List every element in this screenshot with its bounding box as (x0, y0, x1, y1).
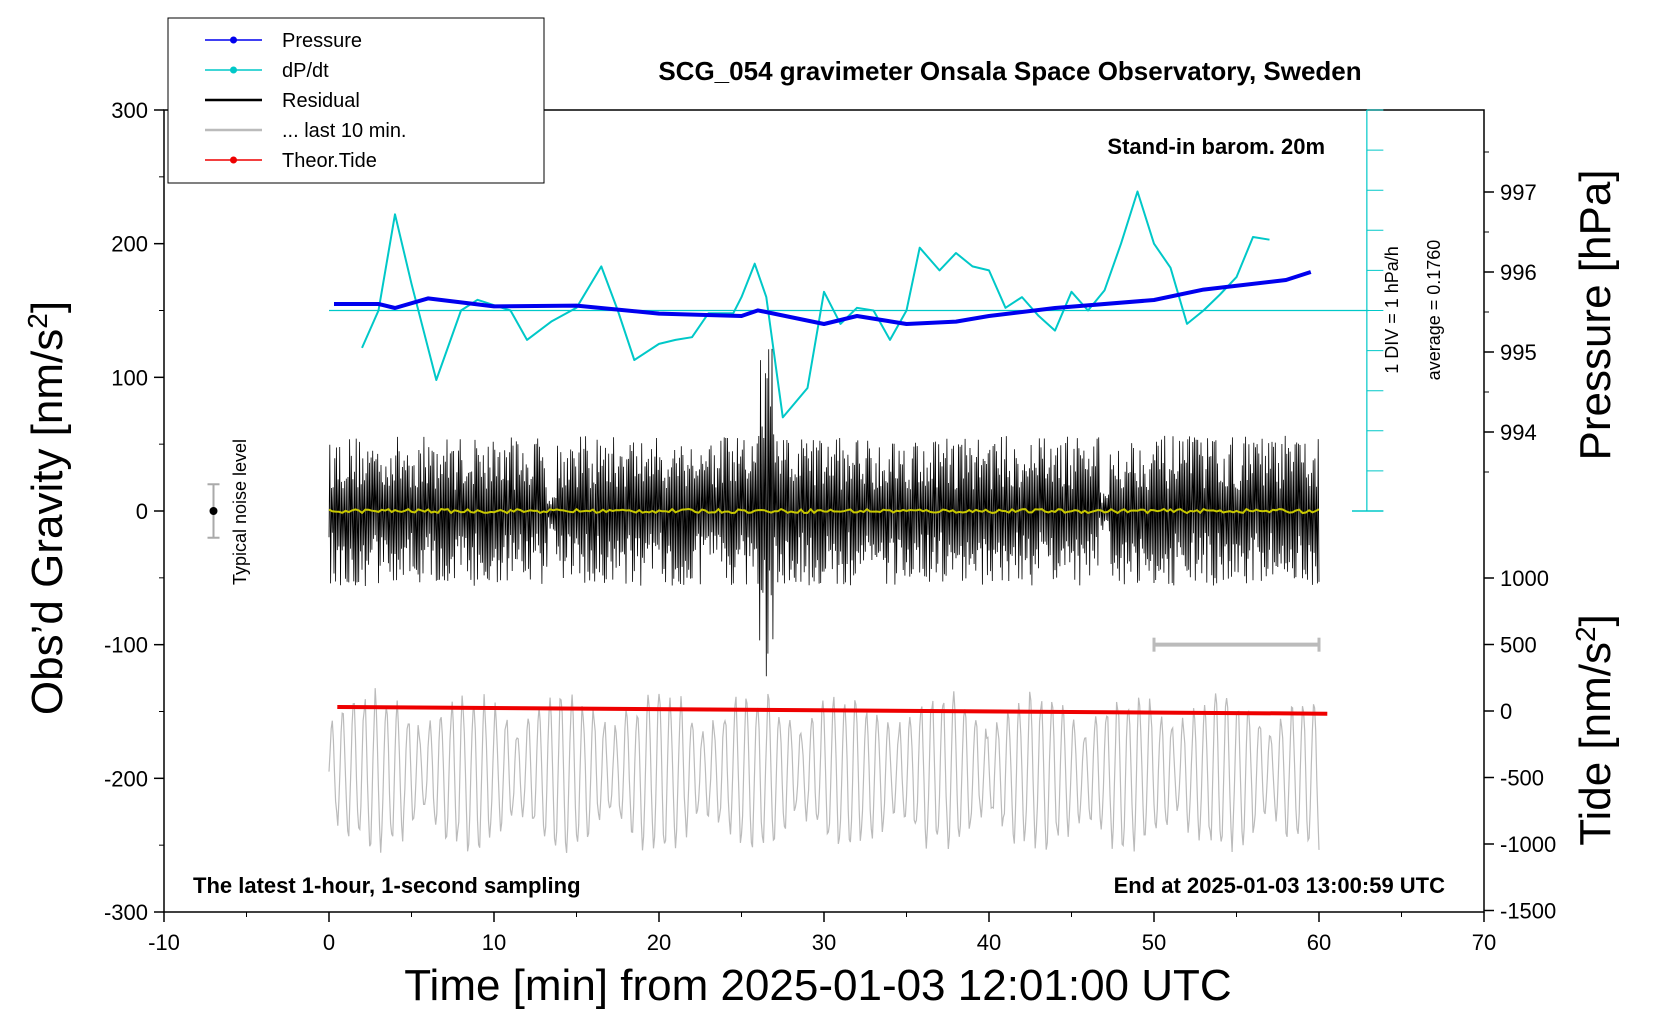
tide-tick-label: -1000 (1500, 832, 1556, 857)
dpdt-line (361, 190, 1270, 419)
tide-tick-label: -500 (1500, 766, 1544, 791)
bottom-right-note: End at 2025-01-03 13:00:59 UTC (1114, 873, 1445, 898)
legend-label: dP/dt (282, 60, 329, 82)
bottom-left-note: The latest 1-hour, 1-second sampling (193, 873, 581, 898)
noise-bar-dot (209, 507, 218, 515)
x-tick-label: 50 (1142, 930, 1166, 955)
y-tick-label: 100 (111, 365, 148, 390)
residual-series (328, 348, 1320, 677)
x-tick-label: 60 (1307, 930, 1331, 955)
tide-axis-title-close: ] (1571, 614, 1620, 626)
legend-swatch-marker (230, 156, 237, 164)
tide-tick-label: 500 (1500, 633, 1537, 658)
x-tick-label: 10 (482, 930, 506, 955)
tide-axis-title-main: Tide [nm/s (1571, 642, 1620, 846)
chart-title: SCG_054 gravimeter Onsala Space Observat… (658, 56, 1361, 86)
pressure-series (334, 270, 1312, 326)
tide-tick-label: 0 (1500, 699, 1512, 724)
y-axis-title: Obs’d Gravity [nm/s2] (22, 301, 73, 715)
residual-smoothed-series (328, 507, 1320, 515)
x-tick-label: 0 (323, 930, 335, 955)
tide-axis-ticks: 1000 500 0 -500 -1000 -1500 (1484, 566, 1556, 924)
y-axis-title-close: ] (23, 301, 72, 313)
legend-swatch-marker (230, 36, 237, 44)
tide-axis-title: Tide [nm/s2] (1570, 614, 1621, 846)
y-tick-label: 300 (111, 98, 148, 123)
legend-label: Theor.Tide (282, 150, 377, 172)
residual-line (328, 348, 1320, 677)
pressure-axis-title: Pressure [hPa] (1571, 169, 1620, 460)
legend: Pressure dP/dt Residual ... last 10 min. The… (167, 17, 545, 184)
pressure-tick-label: 996 (1500, 260, 1537, 285)
chart-subtitle: Stand-in barom. 20m (1107, 134, 1325, 159)
y-tick-label: -200 (104, 766, 148, 791)
scale-div-label: 1 DIV = 1 hPa/h (1382, 246, 1402, 374)
noise-level-label: Typical noise level (230, 439, 250, 585)
tide-series (337, 705, 1328, 716)
pressure-line (334, 270, 1312, 326)
y-tick-label: 200 (111, 232, 148, 257)
tide-tick-label: 1000 (1500, 566, 1549, 591)
legend-label: Residual (282, 90, 360, 112)
pressure-axis-ticks: 997 996 995 994 (1484, 151, 1537, 473)
y-tick-label: 0 (136, 499, 148, 524)
x-axis-title: Time [min] from 2025-01-03 12:01:00 UTC (404, 961, 1231, 1010)
dpdt-series (329, 109, 1384, 512)
pressure-tick-label: 994 (1500, 420, 1537, 445)
legend-swatch-marker (230, 66, 237, 74)
last-10-min-line (328, 688, 1320, 853)
pressure-tick-label: 995 (1500, 340, 1537, 365)
legend-label: Pressure (282, 30, 362, 52)
annotation-marks (207, 483, 1321, 652)
x-tick-label: 20 (647, 930, 671, 955)
legend-items: Pressure dP/dt Residual ... last 10 min. The… (205, 30, 407, 172)
x-tick-label: 70 (1472, 930, 1496, 955)
pressure-tick-label: 997 (1500, 180, 1537, 205)
y-axis-title-sup: 2 (22, 313, 53, 329)
tide-tick-label: -1500 (1500, 899, 1556, 924)
tide-axis-title-sup: 2 (1570, 626, 1601, 642)
x-tick-label: -10 (148, 930, 180, 955)
x-tick-label: 30 (812, 930, 836, 955)
residual-smoothed-line (328, 507, 1320, 515)
legend-label: ... last 10 min. (282, 120, 407, 142)
scale-average-label: average = 0.1760 (1424, 240, 1444, 381)
y-tick-label: -100 (104, 633, 148, 658)
y-axis-ticks: 300 200 100 0 -100 -200 -300 (104, 98, 164, 925)
x-axis-ticks: -10 0 10 20 30 40 50 60 70 (148, 912, 1496, 955)
y-tick-label: -300 (104, 900, 148, 925)
last-10-min-series (328, 688, 1320, 853)
x-tick-label: 40 (977, 930, 1001, 955)
tide-line (337, 705, 1328, 716)
y-axis-title-main: Obs’d Gravity [nm/s (23, 329, 72, 715)
